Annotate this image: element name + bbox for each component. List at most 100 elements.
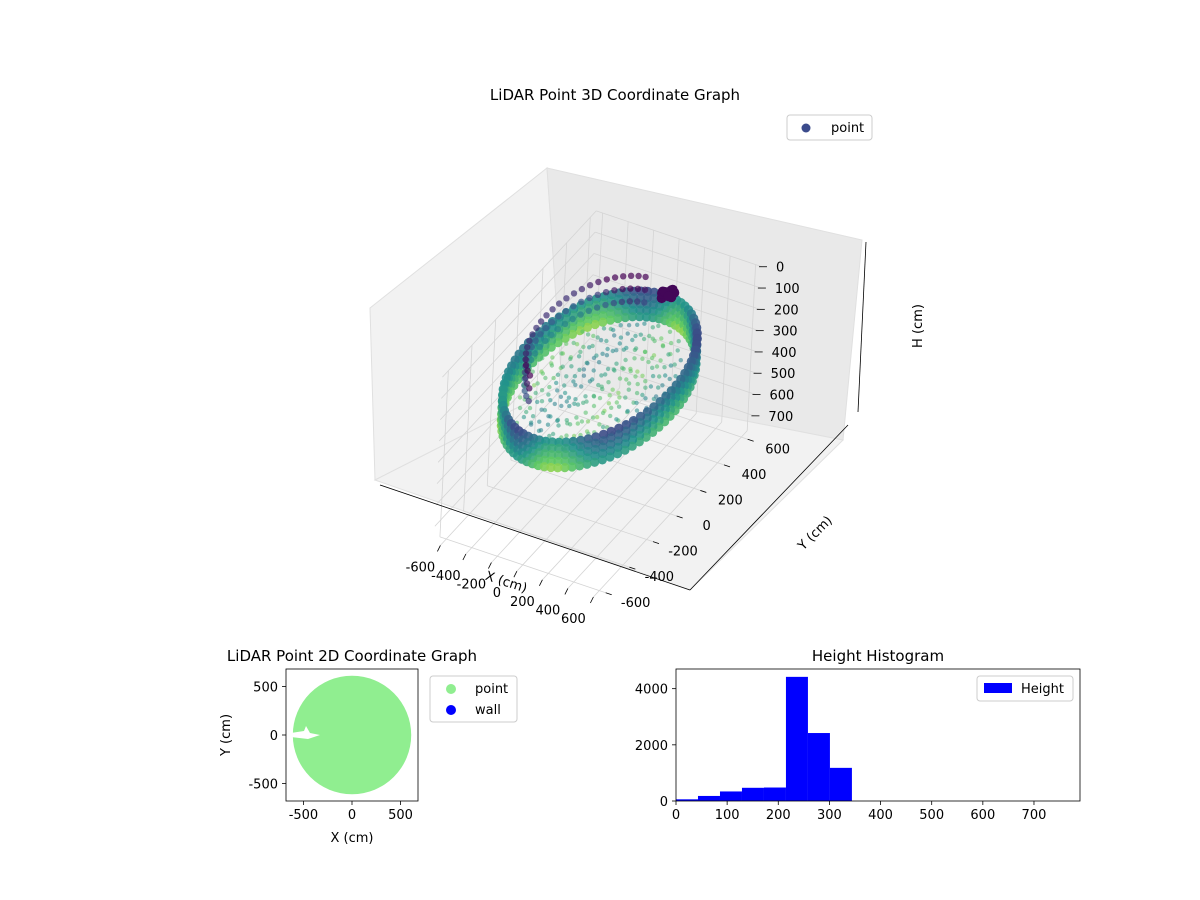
x-tick-label-3d: 400	[535, 603, 560, 618]
lidar-point-3d	[623, 395, 628, 400]
lidar-point-3d	[676, 339, 681, 344]
y-tick-label-2d: -500	[248, 778, 278, 793]
lidar-point-3d	[551, 375, 556, 381]
lidar-point-3d	[546, 462, 556, 473]
x-tick-label-3d: 200	[510, 595, 535, 610]
grid-left-y	[439, 370, 449, 537]
lidar-point-3d	[630, 337, 635, 343]
lidar-point-3d	[562, 390, 568, 396]
scatter-2d-plot	[290, 675, 412, 795]
lidar-point-3d	[523, 392, 530, 400]
y-tick-3d	[629, 566, 636, 570]
x-axis-line	[379, 484, 691, 591]
lidar-point-3d	[599, 373, 604, 378]
grid-left-z	[441, 231, 596, 399]
lidar-point-3d	[646, 359, 651, 365]
chart-3d-title: LiDAR Point 3D Coordinate Graph	[490, 86, 740, 104]
lidar-point-3d	[649, 355, 655, 361]
lidar-point-3d	[605, 366, 611, 372]
lidar-point-3d	[537, 331, 544, 338]
grid-back-x	[746, 264, 757, 431]
lidar-point-3d	[652, 338, 657, 344]
lidar-point-3d	[524, 409, 529, 415]
lidar-point-3d	[597, 395, 603, 401]
lidar-point-3d	[546, 414, 551, 419]
z-tick-label-3d: 400	[772, 346, 797, 361]
lidar-point-3d	[610, 348, 615, 354]
lidar-point-3d	[626, 387, 631, 392]
lidar-point-3d	[610, 387, 615, 392]
lidar-point-3d	[607, 393, 612, 398]
legend-2d-point-marker	[446, 684, 456, 694]
lidar-point-3d	[584, 399, 589, 404]
y-tick-3d	[676, 515, 683, 519]
lidar-point-3d	[579, 419, 585, 424]
lidar-point-3d	[572, 401, 577, 406]
grid-back-z	[596, 210, 763, 268]
lidar-point-3d	[625, 408, 630, 414]
legend-2d: point wall	[429, 675, 518, 723]
point-2d-disc	[292, 675, 412, 795]
lidar-point-3d	[572, 374, 578, 379]
lidar-point-3d	[560, 364, 565, 369]
lidar-point-3d	[647, 333, 652, 339]
legend-2d-point-label: point	[475, 682, 508, 697]
lidar-point-3d	[575, 402, 581, 407]
lidar-point-3d	[571, 340, 576, 346]
legend-histogram-label: Height	[1021, 682, 1064, 697]
lidar-point-3d	[640, 373, 645, 378]
lidar-point-3d	[568, 356, 573, 362]
y-tick-label-hist: 4000	[635, 683, 668, 698]
lidar-point-3d	[604, 338, 609, 344]
lidar-point-3d	[555, 418, 560, 423]
lidar-point-3d	[602, 301, 609, 309]
lidar-point-3d	[587, 379, 593, 384]
lidar-point-3d	[547, 384, 552, 390]
lidar-point-3d	[529, 331, 536, 338]
chart-histogram: Height Histogram 0 100 200 300 400 500 600 7000…	[635, 647, 1081, 823]
lidar-point-3d	[590, 343, 595, 349]
lidar-point-3d	[553, 463, 563, 473]
lidar-point-3d	[577, 311, 584, 318]
lidar-point-3d	[667, 329, 673, 334]
ticks-3d: -600-400-2000200400600-600-400-200020040…	[406, 261, 800, 627]
lidar-point-3d	[564, 433, 569, 438]
lidar-point-3d	[654, 364, 660, 369]
lidar-point-3d	[594, 414, 600, 420]
lidar-point-3d	[640, 392, 645, 398]
lidar-point-3d	[555, 372, 561, 377]
lidar-point-3d	[663, 373, 668, 378]
lidar-point-3d	[524, 344, 531, 351]
lidar-point-3d	[619, 285, 626, 293]
lidar-point-3d	[626, 381, 632, 386]
lidar-point-3d	[582, 322, 593, 332]
lidar-point-3d	[521, 414, 527, 420]
lidar-point-3d	[633, 346, 639, 351]
lidar-point-3d	[634, 400, 639, 405]
lidar-point-3d	[545, 422, 551, 427]
lidar-point-3d	[539, 388, 545, 393]
lidar-point-3d	[618, 298, 626, 306]
x-tick-label-2d: -500	[289, 808, 319, 823]
legend-3d-label: point	[831, 121, 864, 136]
lidar-point-3d	[567, 403, 572, 409]
lidar-point-3d	[633, 333, 638, 339]
lidar-point-3d	[573, 382, 578, 388]
lidar-point-3d	[640, 356, 645, 361]
lidar-point-3d	[522, 350, 530, 357]
lidar-point-3d	[550, 355, 555, 360]
lidar-point-3d	[601, 326, 607, 331]
lidar-point-3d	[586, 294, 593, 302]
lidar-point-3d	[583, 394, 588, 399]
z-tick-label-3d: 700	[768, 410, 793, 425]
lidar-point-3d	[539, 399, 545, 404]
grid-floor-y	[463, 510, 630, 568]
z-tick-label-3d: 500	[771, 367, 796, 382]
y-tick-3d	[652, 541, 660, 544]
lidar-point-3d	[653, 394, 659, 399]
x-tick-label-2d: 500	[388, 808, 413, 823]
lidar-point-3d	[617, 376, 623, 381]
x-tick-label-hist: 200	[766, 808, 791, 823]
histogram-bar	[763, 787, 786, 801]
